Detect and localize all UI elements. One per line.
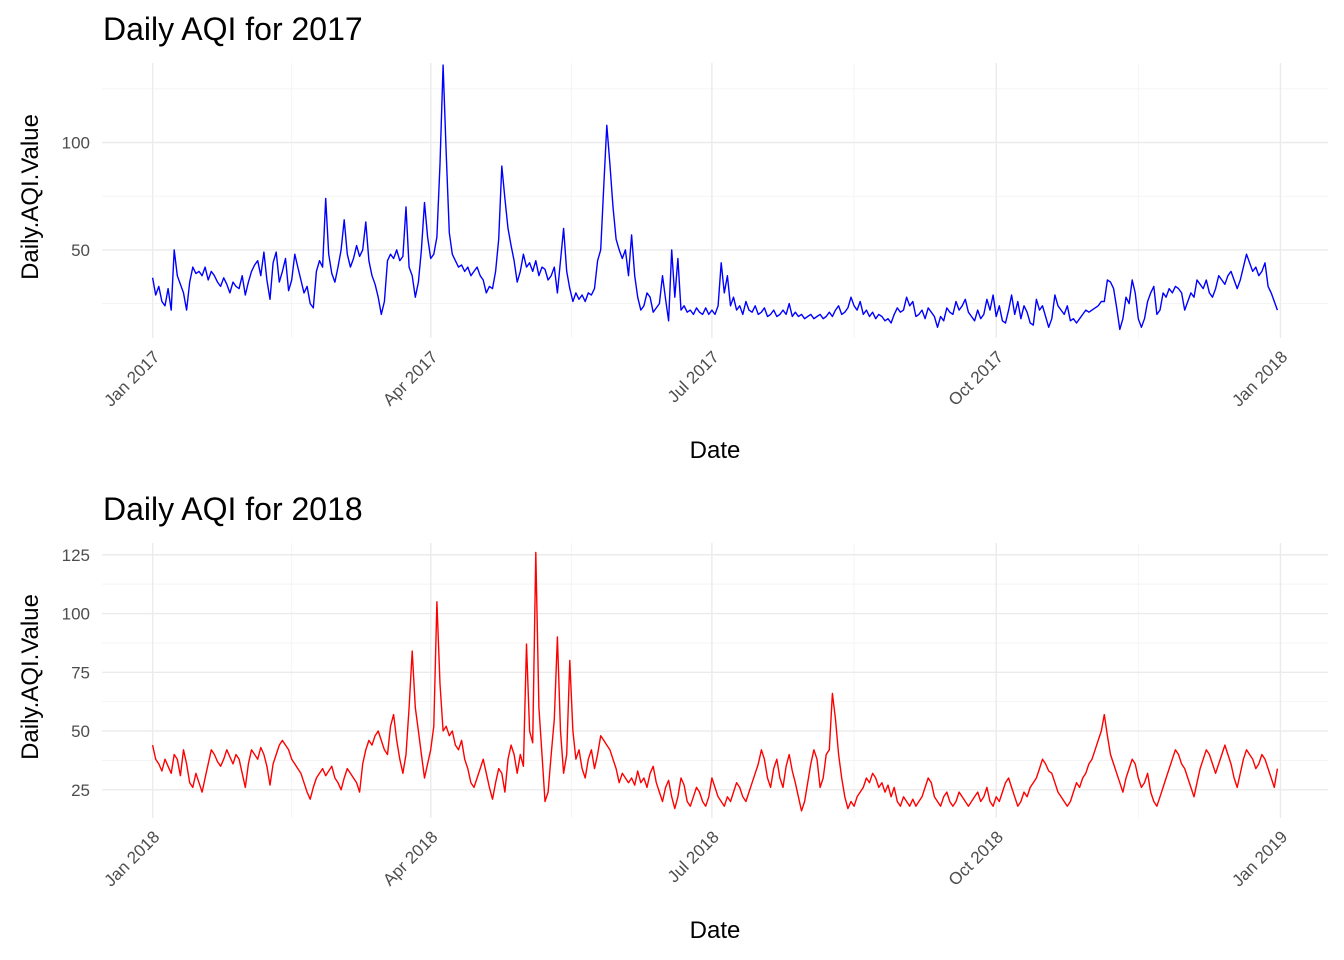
- x-tick-label: Apr 2017: [379, 347, 441, 409]
- y-tick-label: 125: [62, 546, 90, 565]
- x-tick-label: Jan 2017: [101, 347, 164, 410]
- series-line: [151, 551, 1279, 812]
- y-tick-labels: 25 50 75 100 125: [62, 546, 90, 800]
- x-tick-label: Oct 2018: [945, 827, 1007, 889]
- x-tick-label: Jul 2018: [664, 827, 723, 886]
- y-tick-label: 100: [62, 133, 90, 152]
- x-tick-label: Apr 2018: [379, 827, 441, 889]
- chart-title: Daily AQI for 2018: [103, 491, 363, 527]
- data-line: [151, 551, 1279, 812]
- x-tick-labels: Jan 2017 Apr 2017 Jul 2017 Oct 2017 Jan 2018: [101, 347, 1292, 410]
- x-axis-title: Date: [690, 917, 741, 944]
- data-line: [151, 64, 1279, 331]
- y-tick-label: 50: [71, 722, 90, 741]
- x-tick-label: Jan 2018: [101, 827, 164, 890]
- y-tick-label: 100: [62, 605, 90, 624]
- x-tick-label: Oct 2017: [945, 347, 1007, 409]
- x-tick-label: Jan 2019: [1228, 827, 1291, 890]
- y-axis-title: Daily.AQI.Value: [17, 594, 44, 760]
- x-tick-label: Jan 2018: [1228, 347, 1291, 410]
- y-tick-label: 50: [71, 241, 90, 260]
- chart-panel-2018: Daily AQI for 2018 25 50 75 100 125 Jan 2018…: [17, 491, 1328, 944]
- grid: [102, 63, 1328, 338]
- grid: [102, 543, 1328, 818]
- x-tick-label: Jul 2017: [664, 347, 723, 406]
- x-axis-title: Date: [690, 437, 741, 464]
- series-line: [151, 64, 1279, 331]
- chart-title: Daily AQI for 2017: [103, 11, 363, 47]
- chart-panel-2017: Daily AQI for 2017 50 100 Jan 2017 Apr 201…: [17, 11, 1328, 464]
- x-tick-labels: Jan 2018 Apr 2018 Jul 2018 Oct 2018 Jan 2019: [101, 827, 1292, 890]
- y-tick-label: 75: [71, 663, 90, 682]
- y-tick-labels: 50 100: [62, 133, 90, 259]
- y-tick-label: 25: [71, 781, 90, 800]
- y-axis-title: Daily.AQI.Value: [17, 114, 44, 280]
